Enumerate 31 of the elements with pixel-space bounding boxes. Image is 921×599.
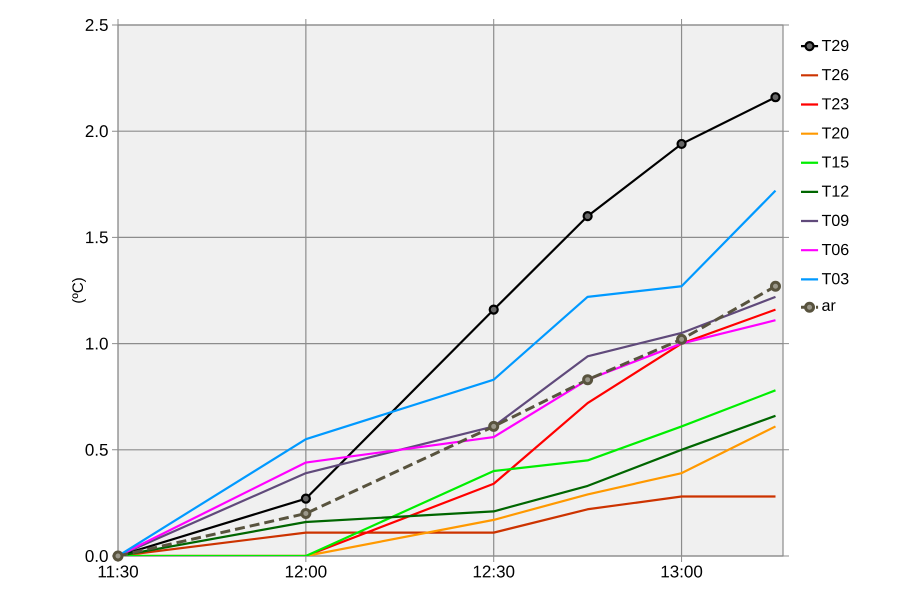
y-tick-label: 0.0 bbox=[86, 550, 108, 562]
legend-label: T26 bbox=[822, 68, 848, 80]
legend-label: T09 bbox=[822, 214, 848, 226]
point bbox=[676, 334, 688, 345]
point bbox=[488, 420, 500, 432]
point bbox=[582, 374, 594, 386]
y-tick-label: 2.0 bbox=[86, 125, 108, 138]
legend-label: T06 bbox=[822, 244, 848, 256]
point bbox=[770, 280, 781, 292]
point bbox=[488, 304, 499, 315]
legend-label: T03 bbox=[822, 273, 848, 284]
y-axis-title: (ºC) bbox=[72, 278, 86, 303]
point bbox=[676, 138, 687, 150]
x-tick-label: 11:30 bbox=[98, 566, 138, 578]
x-tick-label: 13:00 bbox=[662, 566, 702, 578]
legend-label: T15 bbox=[822, 156, 848, 168]
legend-label: T12 bbox=[822, 186, 848, 197]
y-tick-label: 1.5 bbox=[86, 231, 108, 244]
legend-label: ar bbox=[822, 302, 836, 311]
point bbox=[770, 92, 781, 102]
point bbox=[582, 211, 593, 222]
y-tick-label: 2.5 bbox=[86, 18, 108, 32]
y-tick-label: 0.5 bbox=[86, 444, 108, 456]
x-tick-label: 12:30 bbox=[474, 566, 514, 578]
x-tick-label: 12:00 bbox=[286, 566, 326, 578]
legend-label: T29 bbox=[822, 40, 848, 52]
point bbox=[300, 494, 311, 504]
point bbox=[300, 508, 312, 520]
y-tick-label: 1.0 bbox=[86, 338, 108, 350]
legend-label: T20 bbox=[822, 127, 849, 139]
legend-label: T23 bbox=[822, 98, 848, 110]
